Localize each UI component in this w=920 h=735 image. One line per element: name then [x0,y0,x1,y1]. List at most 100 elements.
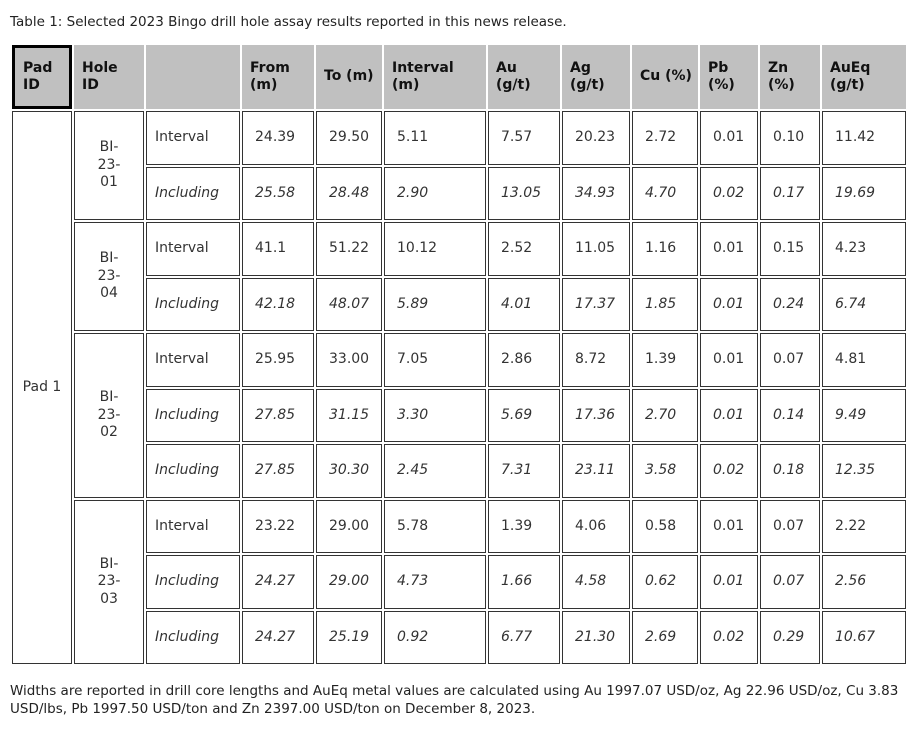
hole-id-cell: BI- 23- 01 [74,111,144,220]
ag-value-cell: 21.30 [562,610,630,664]
table-row: Pad 1 BI- 23- 01 Interval 24.39 29.50 5.11 7.57 2… [12,111,906,664]
aueq-value-cell: 4.81 [822,333,906,387]
assay-table-body: Pad 1 BI- 23- 01 Interval 24.39 29.50 5.11 7.57 2… [12,111,906,664]
row-type-cell: Including [146,388,240,442]
col-header-blank [146,45,240,109]
row-type-cell: Including [146,555,240,609]
ag-value-cell: 4.58 [562,555,630,609]
to-value-cell: 51.22 [316,222,382,276]
zn-value-cell: 0.14 [760,388,820,442]
au-value-cell: 2.86 [488,333,560,387]
table-row: Including 27.85 31.15 3.30 5.69 17.36 2.70 0.01… [12,388,906,442]
zn-value-cell: 0.07 [760,333,820,387]
au-value-cell: 1.39 [488,499,560,553]
pb-value-cell: 0.01 [700,333,758,387]
au-value-cell: 4.01 [488,277,560,331]
zn-value-cell: 0.17 [760,166,820,220]
au-value-cell: 7.31 [488,444,560,498]
pb-value-cell: 0.01 [700,499,758,553]
zn-value-cell: 0.07 [760,555,820,609]
col-header-cu: Cu (%) [632,45,698,109]
aueq-value-cell: 6.74 [822,277,906,331]
col-header-pad-id: Pad ID [12,45,72,109]
interval-value-cell: 0.92 [384,610,486,664]
interval-value-cell: 5.89 [384,277,486,331]
col-header-ag: Ag (g/t) [562,45,630,109]
au-value-cell: 13.05 [488,166,560,220]
pb-value-cell: 0.01 [700,111,758,165]
header-row: Pad ID Hole ID From (m) To (m) Interval … [12,45,906,109]
from-value-cell: 41.1 [242,222,314,276]
cu-value-cell: 0.62 [632,555,698,609]
from-value-cell: 25.95 [242,333,314,387]
pb-value-cell: 0.02 [700,444,758,498]
au-value-cell: 6.77 [488,610,560,664]
ag-value-cell: 17.36 [562,388,630,442]
au-value-cell: 1.66 [488,555,560,609]
to-value-cell: 29.00 [316,499,382,553]
to-value-cell: 30.30 [316,444,382,498]
pb-value-cell: 0.01 [700,277,758,331]
row-type-cell: Including [146,166,240,220]
from-value-cell: 24.27 [242,610,314,664]
hole-id-cell: BI- 23- 03 [74,499,144,664]
table-row: Including 42.18 48.07 5.89 4.01 17.37 1.85 0.01… [12,277,906,331]
cu-value-cell: 3.58 [632,444,698,498]
table-row: BI- 23- 04 Interval 41.1 51.22 10.12 2.52 11.05 1… [12,222,906,331]
zn-value-cell: 0.29 [760,610,820,664]
from-value-cell: 42.18 [242,277,314,331]
interval-value-cell: 10.12 [384,222,486,276]
pad-id-cell: Pad 1 [12,111,72,664]
col-header-pb: Pb (%) [700,45,758,109]
aueq-value-cell: 11.42 [822,111,906,165]
interval-value-cell: 2.90 [384,166,486,220]
row-type-cell: Including [146,610,240,664]
to-value-cell: 48.07 [316,277,382,331]
hole-id-cell: BI- 23- 04 [74,222,144,331]
row-type-cell: Including [146,444,240,498]
from-value-cell: 27.85 [242,388,314,442]
zn-value-cell: 0.07 [760,499,820,553]
interval-value-cell: 2.45 [384,444,486,498]
col-header-aueq: AuEq (g/t) [822,45,906,109]
col-header-hole-id: Hole ID [74,45,144,109]
aueq-value-cell: 4.23 [822,222,906,276]
from-value-cell: 25.58 [242,166,314,220]
aueq-value-cell: 2.56 [822,555,906,609]
interval-value-cell: 7.05 [384,333,486,387]
cu-value-cell: 4.70 [632,166,698,220]
from-value-cell: 27.85 [242,444,314,498]
au-value-cell: 7.57 [488,111,560,165]
row-type-cell: Interval [146,333,240,387]
ag-value-cell: 20.23 [562,111,630,165]
table-row: Including 24.27 29.00 4.73 1.66 4.58 0.62 0.01 0… [12,555,906,609]
table-row: BI- 23- 03 Interval 23.22 29.00 5.78 1.39 4.06 0.… [12,499,906,664]
zn-value-cell: 0.24 [760,277,820,331]
hole-id-cell: BI- 23- 02 [74,333,144,498]
ag-value-cell: 34.93 [562,166,630,220]
au-value-cell: 5.69 [488,388,560,442]
zn-value-cell: 0.18 [760,444,820,498]
aueq-value-cell: 19.69 [822,166,906,220]
col-header-to: To (m) [316,45,382,109]
cu-value-cell: 1.39 [632,333,698,387]
pb-value-cell: 0.01 [700,388,758,442]
interval-value-cell: 5.11 [384,111,486,165]
to-value-cell: 29.50 [316,111,382,165]
pb-value-cell: 0.02 [700,166,758,220]
cu-value-cell: 2.69 [632,610,698,664]
col-header-au: Au (g/t) [488,45,560,109]
ag-value-cell: 11.05 [562,222,630,276]
interval-value-cell: 4.73 [384,555,486,609]
to-value-cell: 25.19 [316,610,382,664]
table-row: Including 25.58 28.48 2.90 13.05 34.93 4.70 0.0… [12,166,906,220]
pb-value-cell: 0.01 [700,222,758,276]
aueq-value-cell: 12.35 [822,444,906,498]
cu-value-cell: 0.58 [632,499,698,553]
table-row: Including 24.27 25.19 0.92 6.77 21.30 2.69 0.02… [12,610,906,664]
from-value-cell: 24.39 [242,111,314,165]
to-value-cell: 33.00 [316,333,382,387]
to-value-cell: 29.00 [316,555,382,609]
footnote: Widths are reported in drill core length… [10,683,899,718]
row-type-cell: Including [146,277,240,331]
